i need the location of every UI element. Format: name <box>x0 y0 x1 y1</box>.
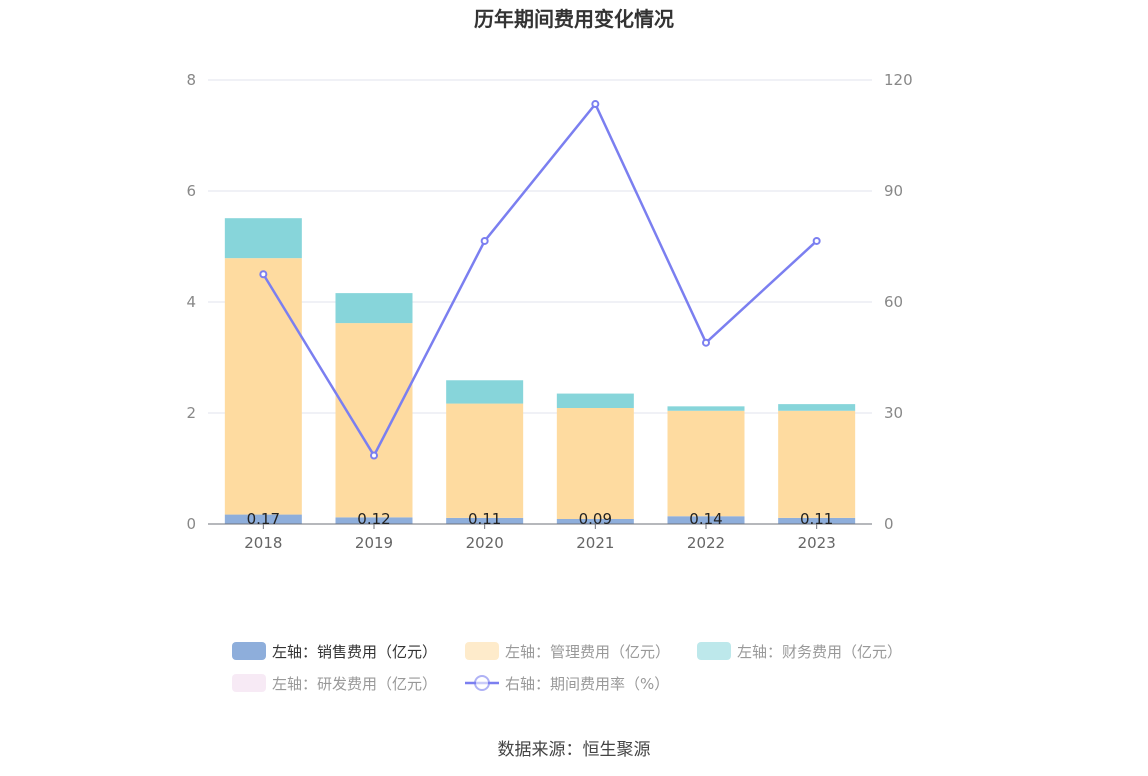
chart-title: 历年期间费用变化情况 <box>474 7 674 31</box>
bar-segment <box>335 517 413 524</box>
bar-segment <box>667 406 745 411</box>
legend-swatch <box>697 642 731 660</box>
y-left-tick-label: 4 <box>186 293 196 311</box>
rate-point <box>480 236 489 245</box>
legend-label: 左轴：销售费用（亿元） <box>272 643 437 661</box>
legend-item[interactable]: 右轴：期间费用率（%） <box>465 675 669 693</box>
y-right-tick-label: 90 <box>884 182 903 200</box>
bar-segment <box>224 218 302 259</box>
x-tick-label: 2018 <box>244 534 282 552</box>
rate-point <box>812 236 821 245</box>
y-right-tick-label: 60 <box>884 293 903 311</box>
source-note: 数据来源：恒生聚源 <box>498 740 651 760</box>
data-labels: 0.17 0.12 0.11 0.09 0.14 0.11 <box>247 510 834 528</box>
sales-value-label: 0.12 <box>357 510 390 528</box>
legend-swatch <box>232 642 266 660</box>
legend-item[interactable]: 左轴：管理费用（亿元） <box>465 642 670 661</box>
y-left-tick-label: 8 <box>186 71 196 89</box>
bar-segment <box>778 404 856 411</box>
legend-item[interactable]: 左轴：销售费用（亿元） <box>232 642 437 661</box>
rate-point <box>370 451 378 460</box>
bar-segment <box>335 293 413 324</box>
bar-segment <box>446 517 524 524</box>
bar-segment <box>224 514 302 524</box>
bar-segment <box>778 410 856 518</box>
rate-point <box>591 100 600 109</box>
legend-label: 右轴：期间费用率（%） <box>505 675 669 693</box>
bar-segment <box>224 258 302 515</box>
bar-segment <box>667 516 745 524</box>
bar-segment <box>556 393 634 409</box>
x-tick-label: 2019 <box>355 534 393 552</box>
y-axis-right: 0 30 60 90 120 <box>884 71 913 533</box>
y-left-tick-label: 2 <box>186 404 196 422</box>
legend-swatch <box>232 674 266 692</box>
x-tick-label: 2020 <box>466 534 504 552</box>
rate-line-path <box>262 101 818 459</box>
grid <box>208 79 872 414</box>
y-axis-left: 0 2 4 6 8 <box>186 71 196 533</box>
legend-label: 左轴：研发费用（亿元） <box>272 675 437 693</box>
sales-value-label: 0.11 <box>800 510 833 528</box>
rate-line <box>259 100 821 460</box>
legend[interactable]: 左轴：销售费用（亿元） 左轴：管理费用（亿元） 左轴：财务费用（亿元） 左轴：研发费用… <box>232 642 902 693</box>
bar-segment <box>446 403 524 518</box>
legend-item[interactable]: 左轴：研发费用（亿元） <box>232 674 437 693</box>
legend-item[interactable]: 左轴：财务费用（亿元） <box>697 642 902 661</box>
rate-point <box>702 338 710 347</box>
sales-value-label: 0.17 <box>247 510 280 528</box>
sales-value-label: 0.14 <box>689 510 722 528</box>
y-right-tick-label: 30 <box>884 404 903 422</box>
rate-point <box>259 270 268 279</box>
legend-swatch <box>465 642 499 660</box>
bar-segment <box>667 410 745 517</box>
sales-value-label: 0.11 <box>468 510 501 528</box>
bars <box>224 218 856 524</box>
y-left-tick-label: 6 <box>186 182 196 200</box>
legend-label: 左轴：财务费用（亿元） <box>737 643 902 661</box>
bar-segment <box>446 380 524 404</box>
y-right-tick-label: 120 <box>884 71 913 89</box>
y-right-tick-label: 0 <box>884 515 894 533</box>
legend-marker <box>474 675 490 691</box>
bar-segment <box>335 323 413 518</box>
bar-segment <box>556 519 634 524</box>
legend-label: 左轴：管理费用（亿元） <box>505 643 670 661</box>
x-tick-label: 2022 <box>687 534 725 552</box>
y-left-tick-label: 0 <box>186 515 196 533</box>
bar-segment <box>778 517 856 524</box>
x-tick-label: 2021 <box>576 534 614 552</box>
x-axis: 2018 2019 2020 2021 2022 2023 <box>208 523 872 552</box>
x-tick-label: 2023 <box>798 534 836 552</box>
bar-segment <box>556 408 634 520</box>
sales-value-label: 0.09 <box>579 510 612 528</box>
